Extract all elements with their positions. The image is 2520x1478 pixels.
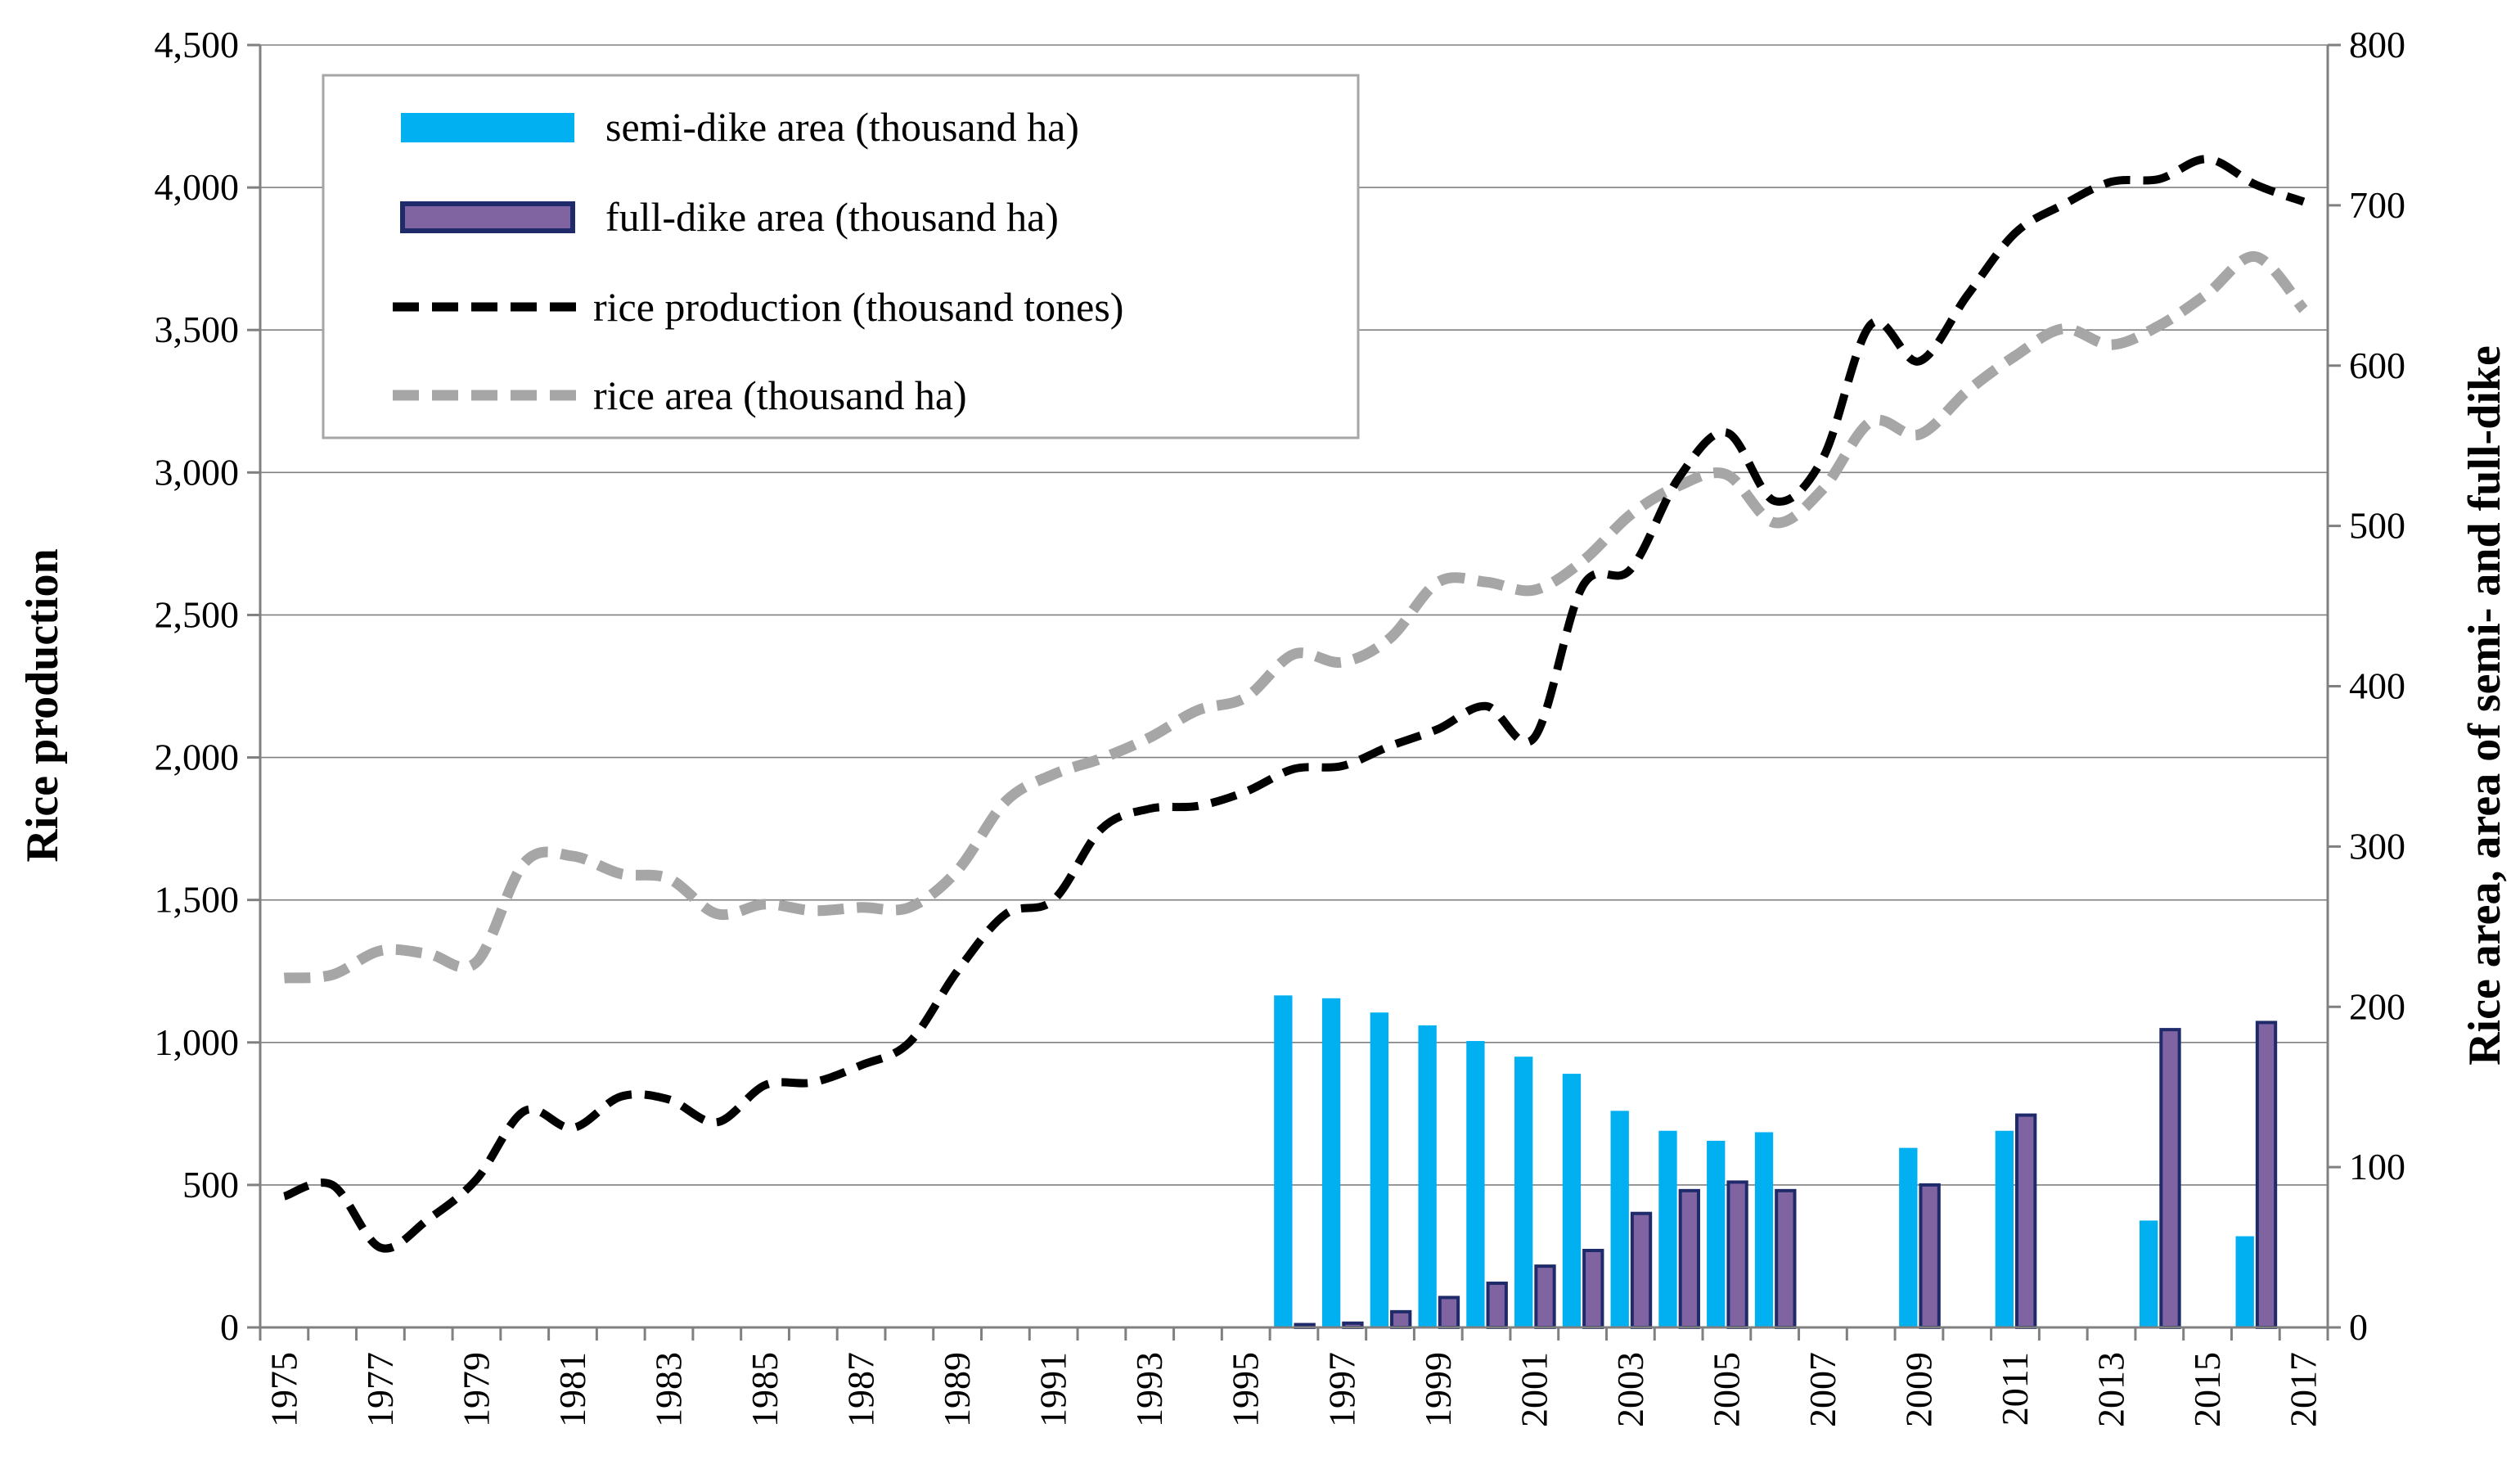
x-tick-label: 1979 [455,1352,497,1427]
bar-semi-dike [1514,1057,1533,1327]
x-tick-label: 2005 [1705,1352,1747,1427]
x-tick-label: 2013 [2090,1352,2132,1427]
x-tick-label: 1989 [936,1352,978,1427]
bar-full-dike [1582,1248,1604,1329]
legend-swatch-semi-dike [401,113,574,142]
x-tick-label: 1983 [648,1352,690,1427]
bar-full-dike [1726,1180,1748,1329]
x-tick-label: 2015 [2186,1352,2228,1427]
y-tick-label-left: 500 [182,1164,239,1205]
x-tick-label: 2009 [1897,1352,1939,1427]
y-tick-label-left: 1,500 [155,879,240,921]
y-tick-label-left: 0 [220,1306,239,1348]
y-tick-label-right: 500 [2349,505,2405,547]
bar-full-dike [1775,1188,1797,1330]
y-tick-label-right: 400 [2349,665,2405,707]
bar-full-dike [1630,1211,1653,1329]
y-tick-label-left: 2,500 [155,593,240,635]
bar-semi-dike [1274,995,1293,1327]
bar-semi-dike [1466,1041,1485,1327]
y-tick-label-left: 1,000 [155,1021,240,1063]
legend-swatch-full-dike [400,201,575,233]
y-tick-label-left: 3,000 [155,451,240,493]
legend: semi-dike area (thousand ha) full-dike a… [322,74,1360,439]
bars [1274,995,2278,1330]
y-tick-label-right: 600 [2349,345,2405,386]
y-tick-label-right: 0 [2349,1306,2368,1348]
bar-full-dike [1486,1282,1508,1329]
bar-semi-dike [2235,1236,2254,1327]
axes [247,43,2341,1341]
line-rice-production [282,155,2306,1253]
x-tick-label: 1997 [1321,1352,1362,1427]
x-tick-label: 2011 [1994,1352,2036,1426]
y-tick-label-right: 700 [2349,184,2405,226]
x-tick-label: 1981 [551,1352,593,1427]
legend-label-semi-dike: semi-dike area (thousand ha) [605,104,1079,150]
bar-full-dike [1438,1296,1460,1329]
y-tick-label-left: 2,000 [155,737,240,778]
y-tick-label-right: 200 [2349,985,2405,1027]
bar-semi-dike [1754,1132,1774,1327]
bar-full-dike [2159,1028,2181,1329]
bar-full-dike [2255,1021,2278,1329]
bar-semi-dike [1658,1130,1677,1327]
tick-labels: 0 500 1,000 1,500 2,000 2,500 3,000 3,500 4,000 4… [155,24,2406,1427]
x-tick-label: 2003 [1609,1352,1651,1427]
y-tick-label-right: 800 [2349,24,2405,65]
bar-semi-dike [1418,1025,1437,1327]
x-tick-label: 1993 [1128,1352,1170,1427]
bar-full-dike [1534,1264,1556,1329]
x-tick-label: 1985 [744,1352,785,1427]
x-tick-label: 1975 [263,1352,304,1427]
y-tick-label-left: 4,500 [155,24,240,65]
x-tick-label: 2001 [1513,1352,1555,1427]
y-axis-title-right: Rice area, area of semi- and full-dike [2459,345,2510,1066]
bar-full-dike [1678,1188,1700,1330]
x-tick-label: 1987 [840,1352,882,1427]
y-tick-label-left: 3,500 [155,309,240,350]
y-tick-label-right: 300 [2349,825,2405,867]
line-rice-area [283,251,2308,984]
y-tick-label-left: 4,000 [155,166,240,208]
lines [282,155,2308,1253]
x-tick-label: 1977 [359,1352,401,1427]
bar-full-dike [1390,1309,1412,1329]
bar-full-dike [2015,1113,2037,1330]
y-axis-title-left: Rice production [17,548,68,862]
legend-label-rice-area: rice area (thousand ha) [593,372,967,418]
bar-semi-dike [1562,1074,1582,1327]
bar-semi-dike [1610,1111,1629,1327]
y-tick-label-right: 100 [2349,1146,2405,1187]
x-tick-label: 1991 [1033,1352,1074,1427]
bar-semi-dike [1899,1147,1918,1327]
bar-semi-dike [1707,1140,1726,1327]
bar-full-dike [1919,1183,1941,1330]
legend-label-production: rice production (thousand tones) [593,284,1123,330]
x-tick-label: 1999 [1417,1352,1459,1427]
x-tick-label: 1995 [1225,1352,1267,1427]
legend-label-full-dike: full-dike area (thousand ha) [605,194,1059,240]
bar-semi-dike [1995,1130,2014,1327]
x-tick-label: 2007 [1802,1352,1843,1427]
x-tick-label: 2017 [2283,1352,2324,1427]
bar-semi-dike [2139,1220,2158,1327]
bar-semi-dike [1370,1012,1389,1327]
bar-semi-dike [1321,998,1341,1327]
